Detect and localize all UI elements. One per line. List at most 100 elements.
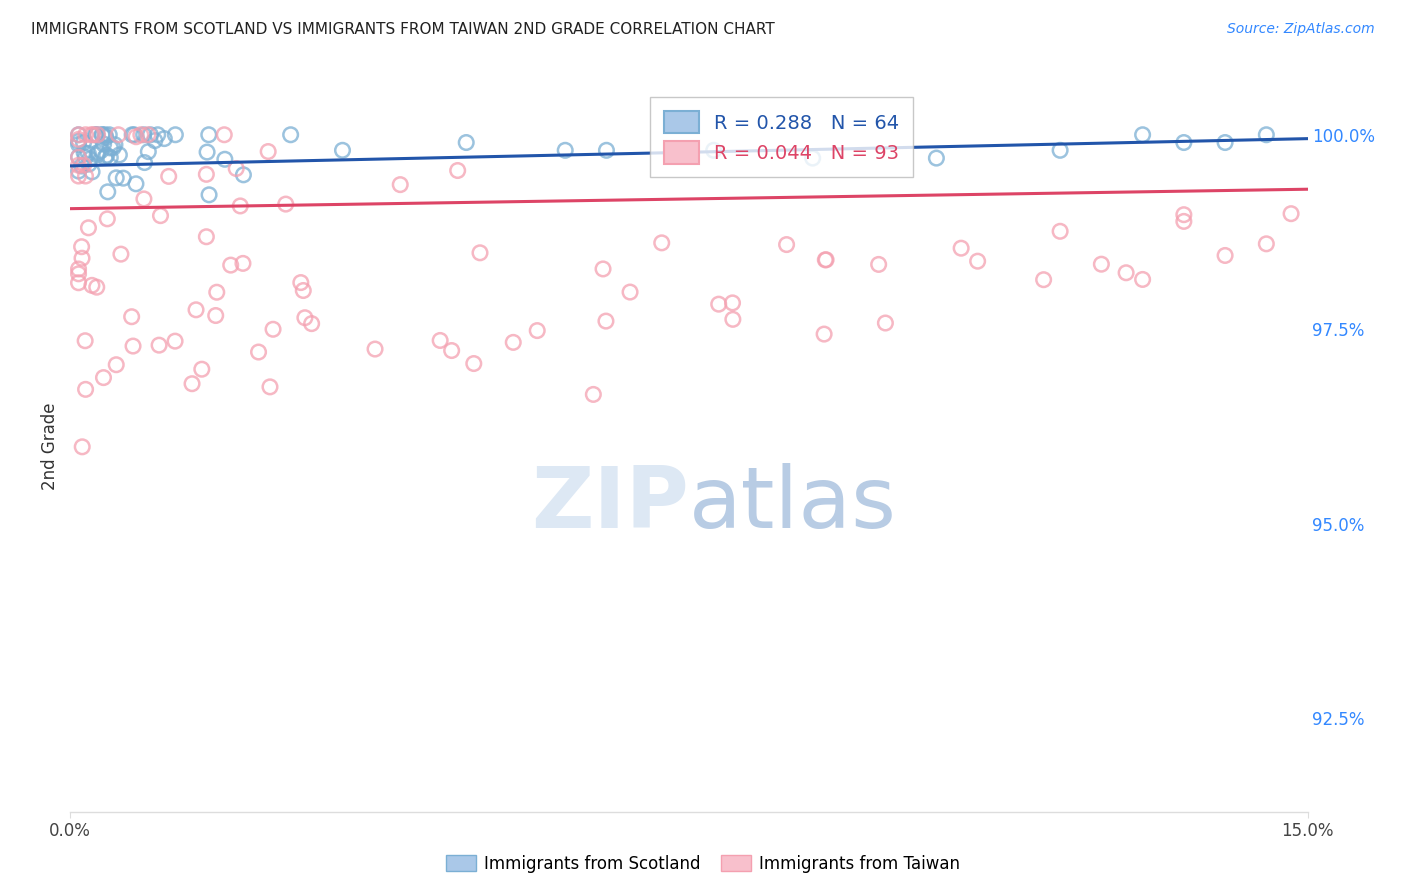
Point — [214, 153, 236, 167]
Point — [112, 171, 135, 186]
Point — [247, 345, 270, 359]
Point — [595, 144, 617, 158]
Point — [294, 310, 316, 325]
Point — [389, 178, 412, 192]
Point — [801, 151, 824, 165]
Point — [107, 128, 129, 142]
Point — [775, 237, 797, 252]
Point — [101, 141, 124, 155]
Point — [262, 322, 284, 336]
Point — [98, 128, 121, 142]
Point — [96, 148, 118, 162]
Text: ZIP: ZIP — [531, 463, 689, 546]
Y-axis label: 2nd Grade: 2nd Grade — [41, 402, 59, 490]
Point — [1213, 136, 1236, 150]
Point — [125, 129, 148, 144]
Point — [93, 136, 115, 151]
Point — [121, 128, 143, 142]
Point — [121, 310, 143, 324]
Point — [82, 128, 104, 142]
Point — [80, 128, 103, 142]
Point — [332, 144, 354, 158]
Point — [77, 146, 100, 161]
Point — [134, 155, 156, 169]
Point — [104, 137, 127, 152]
Point — [651, 235, 673, 250]
Point — [75, 128, 97, 142]
Point — [554, 144, 576, 158]
Point — [87, 145, 110, 160]
Point — [1132, 128, 1154, 142]
Point — [813, 327, 835, 342]
Point — [582, 387, 605, 401]
Point — [502, 335, 524, 350]
Point — [67, 150, 90, 164]
Point — [91, 128, 114, 142]
Point — [198, 187, 221, 202]
Point — [136, 145, 159, 159]
Point — [129, 128, 152, 142]
Point — [67, 158, 90, 172]
Point — [132, 128, 155, 142]
Point — [67, 132, 90, 146]
Point — [67, 137, 90, 152]
Point — [595, 314, 617, 328]
Point — [232, 256, 254, 270]
Point — [77, 220, 100, 235]
Point — [157, 169, 180, 184]
Point — [232, 168, 254, 182]
Point — [204, 309, 226, 323]
Point — [1132, 272, 1154, 286]
Point — [1090, 257, 1112, 271]
Point — [77, 157, 100, 171]
Point — [86, 148, 108, 162]
Point — [1049, 144, 1071, 158]
Point — [67, 164, 90, 178]
Point — [90, 144, 112, 158]
Point — [463, 357, 485, 371]
Point — [125, 177, 148, 191]
Point — [219, 258, 242, 272]
Point — [1256, 128, 1278, 142]
Point — [205, 285, 228, 300]
Point — [80, 165, 103, 179]
Point — [108, 148, 131, 162]
Point — [875, 316, 897, 330]
Point — [274, 197, 297, 211]
Point — [94, 130, 117, 145]
Point — [165, 334, 187, 348]
Point — [707, 297, 730, 311]
Point — [86, 128, 108, 142]
Point — [1213, 248, 1236, 262]
Point — [259, 380, 281, 394]
Point — [67, 276, 90, 290]
Point — [70, 251, 93, 265]
Point — [950, 241, 973, 255]
Point — [364, 342, 387, 356]
Point — [67, 150, 90, 164]
Point — [925, 151, 948, 165]
Point — [181, 376, 204, 391]
Point — [214, 128, 236, 142]
Point — [148, 338, 170, 352]
Text: Source: ZipAtlas.com: Source: ZipAtlas.com — [1227, 22, 1375, 37]
Point — [195, 145, 218, 159]
Legend: Immigrants from Scotland, Immigrants from Taiwan: Immigrants from Scotland, Immigrants fro… — [439, 848, 967, 880]
Point — [153, 131, 176, 145]
Point — [94, 150, 117, 164]
Point — [143, 134, 166, 148]
Point — [136, 128, 159, 142]
Point — [592, 262, 614, 277]
Legend: R = 0.288   N = 64, R = 0.044   N = 93: R = 0.288 N = 64, R = 0.044 N = 93 — [651, 97, 912, 178]
Point — [67, 128, 90, 142]
Point — [72, 136, 94, 150]
Point — [67, 262, 90, 277]
Point — [80, 278, 103, 293]
Point — [191, 362, 214, 376]
Point — [70, 240, 93, 254]
Point — [122, 339, 145, 353]
Point — [721, 296, 744, 310]
Point — [456, 136, 478, 150]
Point — [72, 158, 94, 172]
Point — [165, 128, 187, 142]
